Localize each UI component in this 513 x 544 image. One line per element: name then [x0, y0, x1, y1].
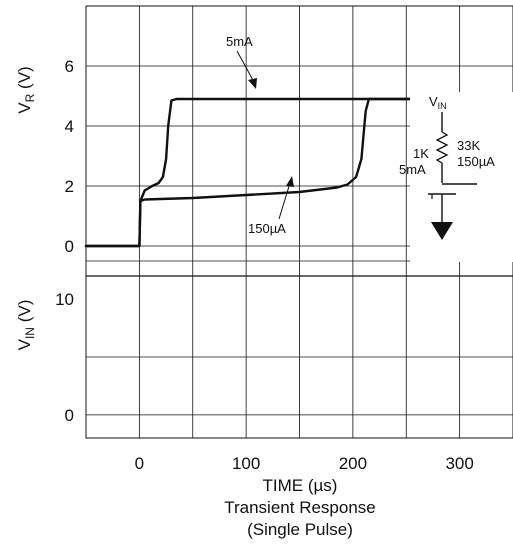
y-tick-label: 4 — [65, 117, 74, 136]
circuit-right-label-1: 33K — [457, 138, 480, 153]
svg-text:5mA: 5mA — [226, 34, 253, 49]
y-tick-label: 2 — [65, 177, 74, 196]
caption-line-2: (Single Pulse) — [247, 520, 353, 539]
y-tick-label: 6 — [65, 57, 74, 76]
y-tick-label: 0 — [65, 237, 74, 256]
vr-axis-title: VR (V) — [15, 66, 37, 113]
vin-axis-title: VIN (V) — [15, 300, 37, 351]
circuit-inset: VIN 1K 5mA 33K 150µA — [399, 92, 513, 262]
circuit-left-label-2: 5mA — [399, 162, 426, 177]
grid — [86, 6, 513, 438]
annotation-150ua: 150µA — [248, 176, 294, 236]
series-line-0 — [84, 97, 513, 248]
x-tick-label: 200 — [339, 454, 367, 473]
x-tick-label: 0 — [135, 454, 144, 473]
svg-text:150µA: 150µA — [248, 221, 286, 236]
plot-frame — [85, 5, 513, 439]
x-tick-label: 300 — [445, 454, 473, 473]
y-tick-label: 0 — [65, 406, 74, 425]
series-line-1 — [84, 97, 513, 248]
ground-arrow-icon — [431, 222, 453, 240]
circuit-left-label-1: 1K — [413, 146, 429, 161]
circuit-vin-label: VIN — [429, 94, 447, 111]
resistor-icon — [435, 131, 449, 164]
series — [84, 97, 513, 248]
circuit-right-label-2: 150µA — [457, 154, 495, 169]
caption-line-1: Transient Response — [224, 498, 376, 517]
annotation-5ma: 5mA — [226, 34, 257, 89]
y-tick-label: 10 — [55, 290, 74, 309]
x-tick-label: 100 — [232, 454, 260, 473]
x-axis-title: TIME (µs) — [263, 476, 338, 495]
